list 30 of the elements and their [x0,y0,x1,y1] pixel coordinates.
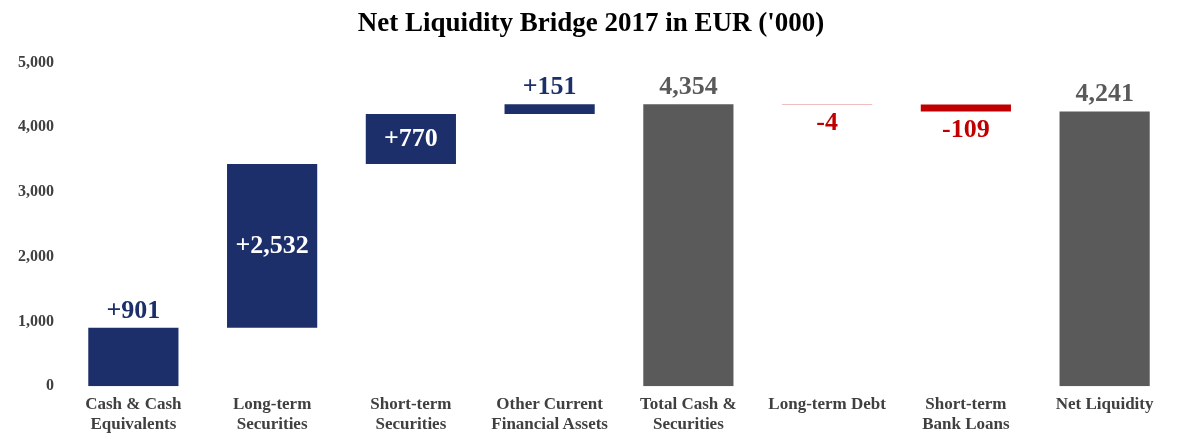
y-tick-label: 1,000 [18,311,54,329]
x-tick-label: Other Current Financial Assets [491,393,609,434]
data-label: +151 [522,70,577,100]
y-tick-label: 0 [46,376,54,394]
data-label: +770 [383,122,438,152]
bar [504,104,595,115]
bar [920,104,1011,112]
x-tick-label: Total Cash & Securities [640,393,737,434]
data-label: -4 [816,107,838,137]
bar [1059,111,1150,387]
data-label: -109 [942,114,990,144]
y-tick-label: 2,000 [18,246,54,264]
y-tick-label: 5,000 [18,52,54,70]
bar [88,327,179,387]
x-tick-label: Cash & Cash Equivalents [85,393,183,434]
y-tick-label: 4,000 [18,117,54,135]
bar [365,114,456,164]
x-tick-label: Short-term Bank Loans [922,393,1010,434]
x-tick-label: Net Liquidity [1055,393,1154,413]
data-label: +901 [106,294,161,324]
chart-title: Net Liquidity Bridge 2017 in EUR ('000) [357,7,825,38]
data-label: +2,532 [235,229,309,259]
x-tick-label: Long-term Securities [232,393,312,434]
x-tick-label: Long-term Debt [768,393,887,413]
bar [643,104,734,387]
data-label: 4,354 [659,70,718,100]
bar [227,163,318,328]
y-tick-label: 3,000 [18,182,54,200]
x-tick-label: Short-term Securities [370,393,452,434]
data-label: 4,241 [1075,78,1134,108]
